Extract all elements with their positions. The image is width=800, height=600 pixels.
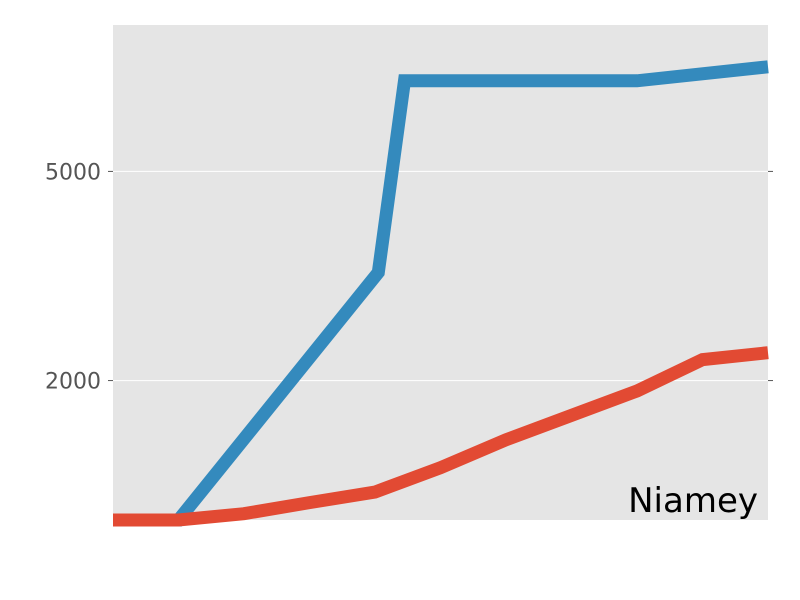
y-axis: 2000 5000 — [45, 160, 773, 395]
y-tick-label: 2000 — [45, 370, 101, 395]
annotation-label: Niamey — [628, 481, 758, 521]
series-line-2 — [113, 346, 769, 527]
plot-area — [113, 25, 768, 520]
y-tick-label: 5000 — [45, 160, 101, 185]
series-lines — [113, 60, 769, 527]
